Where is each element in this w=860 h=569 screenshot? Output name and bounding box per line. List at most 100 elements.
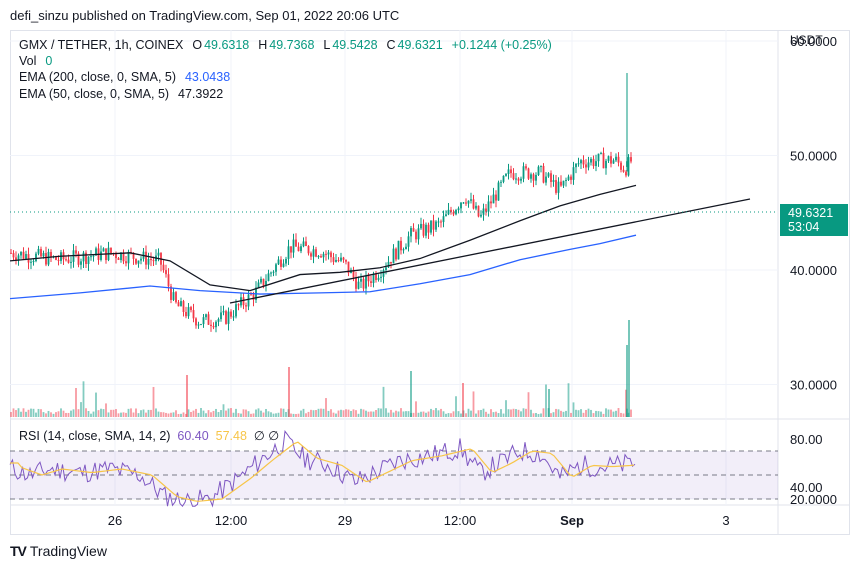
rsi-value: 60.40 [177, 429, 209, 443]
volume-bar [525, 408, 527, 417]
volume-bar [115, 409, 117, 417]
candle-body [287, 246, 290, 259]
time-tick-label: 12:00 [444, 513, 477, 528]
candle-body [92, 255, 95, 257]
candle-body [620, 162, 622, 170]
candle-body [385, 267, 387, 271]
volume-bar [407, 411, 410, 417]
candle-body [407, 236, 410, 247]
candle-body [617, 156, 620, 163]
volume-bar [137, 413, 140, 417]
volume-bar [87, 411, 90, 417]
candle-body [37, 248, 40, 254]
tradingview-footer[interactable]: TV TradingView [10, 543, 107, 559]
volume-bar [72, 409, 75, 417]
close-value: 49.6321 [397, 38, 443, 52]
candle-body [430, 220, 432, 233]
candle-body [490, 201, 492, 204]
candle-body [382, 270, 385, 277]
volume-bar [22, 408, 25, 417]
volume-bar [370, 411, 372, 417]
candle-body [290, 246, 292, 253]
candle-body [485, 208, 487, 212]
volume-bar [435, 408, 437, 417]
volume-bar [190, 411, 192, 417]
volume-bar [402, 411, 405, 417]
volume-bar [355, 410, 357, 417]
candle-body [127, 251, 130, 264]
volume-bar [227, 408, 230, 417]
volume-bar [350, 411, 352, 417]
volume-bar [610, 409, 612, 417]
candle-body [330, 252, 332, 258]
candle-body [442, 216, 445, 223]
candle-body [500, 181, 502, 183]
volume-bar [57, 411, 60, 417]
volume-bar [572, 402, 575, 417]
rsi-sma-line [10, 441, 635, 502]
high-label: H [258, 38, 268, 52]
volume-bar [300, 410, 302, 417]
time-tick-label: 29 [338, 513, 352, 528]
candle-body [295, 239, 297, 247]
candle-body [230, 311, 232, 317]
volume-bar [352, 409, 355, 417]
volume-bar [160, 412, 162, 417]
volume-bar [180, 413, 182, 417]
candle-body [455, 210, 457, 215]
volume-bar [587, 408, 590, 417]
volume-bar [522, 408, 525, 417]
volume-bar [207, 410, 210, 417]
volume-bar [205, 413, 207, 417]
candle-body [475, 205, 477, 209]
candle-body [322, 253, 325, 258]
candle-body [180, 301, 182, 307]
candle-body [377, 277, 380, 280]
open-value: 49.6318 [204, 38, 250, 52]
volume-bar [482, 408, 485, 417]
volume-bar [320, 408, 322, 417]
time-tick-label: 12:00 [215, 513, 248, 528]
change-value: +0.1244 (+0.25%) [451, 38, 552, 52]
volume-bar [592, 413, 595, 417]
volume-bar [555, 408, 557, 417]
rsi-legend: RSI (14, close, SMA, 14, 2) 60.40 57.48 … [19, 428, 279, 443]
volume-spike-bar [288, 367, 290, 417]
volume-bar [42, 412, 45, 417]
volume-bar [495, 411, 497, 417]
candle-body [445, 214, 447, 217]
candle-body [280, 259, 282, 267]
candle-body [117, 258, 120, 261]
candle-body [285, 258, 287, 264]
time-tick-label: Sep [560, 513, 584, 528]
volume-bar [332, 412, 335, 417]
candle-body [392, 248, 395, 264]
volume-bar [315, 410, 317, 417]
rsi-label: RSI (14, close, SMA, 14, 2) [19, 429, 171, 443]
candle-body [520, 178, 522, 181]
volume-bar [285, 411, 287, 417]
close-label: C [386, 38, 396, 52]
volume-bar [415, 401, 417, 417]
candle-body [195, 318, 197, 326]
volume-bar [102, 409, 105, 417]
symbol-name: GMX / TETHER, 1h, COINEX [19, 38, 184, 52]
volume-bar [202, 410, 205, 417]
candle-body [580, 160, 582, 164]
candle-body [565, 179, 567, 181]
volume-bar [65, 412, 67, 417]
candle-body [325, 253, 327, 255]
candle-body [25, 254, 27, 259]
volume-bar [535, 412, 537, 417]
volume-bar [255, 409, 257, 417]
candle-body [400, 240, 402, 251]
candle-body [472, 199, 475, 209]
candle-body [82, 252, 85, 262]
volume-bar [145, 412, 147, 417]
candle-body [410, 228, 412, 237]
volume-bar [25, 411, 27, 417]
volume-bar [417, 412, 420, 417]
candle-body [202, 317, 205, 325]
candle-body [602, 152, 605, 169]
